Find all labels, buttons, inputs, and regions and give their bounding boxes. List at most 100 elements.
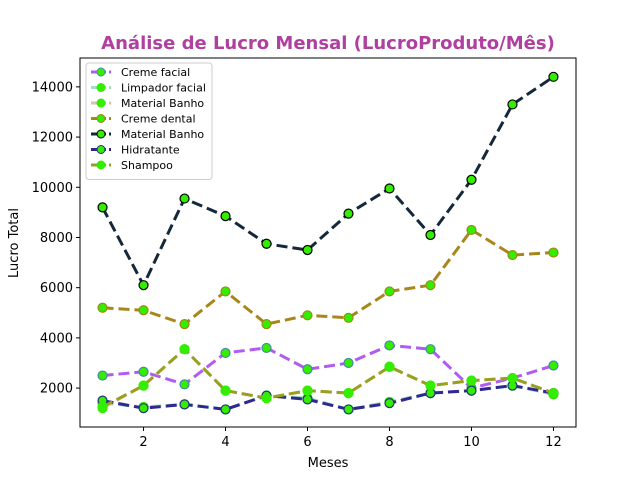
data-point (302, 244, 313, 256)
data-point (97, 202, 108, 213)
data-point (466, 224, 477, 236)
y-tick-label: 12000 (32, 131, 73, 146)
data-point (179, 379, 190, 390)
data-point (343, 404, 354, 415)
data-point (138, 366, 149, 377)
series-7 (97, 344, 559, 413)
data-point (302, 394, 313, 405)
y-tick-label: 10000 (32, 181, 73, 196)
legend-entry: Limpador facial (91, 82, 206, 95)
x-tick-label: 12 (545, 435, 562, 450)
x-tick-label: 4 (221, 435, 229, 450)
data-point (97, 401, 108, 413)
data-point (384, 183, 395, 194)
y-axis-label: Lucro Total (7, 208, 22, 278)
data-point (179, 344, 190, 355)
data-point (466, 174, 477, 185)
data-point (343, 357, 354, 369)
plot-frame (79, 57, 577, 428)
y-tick-label: 4000 (40, 331, 73, 346)
series-line (102, 228, 554, 326)
data-point (220, 211, 231, 222)
data-point (548, 360, 559, 371)
data-point (138, 305, 149, 316)
data-point (343, 208, 354, 219)
data-point (384, 340, 395, 351)
legend-entry: Material Banho (91, 97, 204, 110)
legend: Creme facial Limpador facial Material Banh… (85, 62, 213, 180)
data-point (220, 404, 231, 415)
data-point (343, 388, 354, 399)
legend-marker (96, 145, 106, 154)
data-point (548, 71, 559, 82)
y-tick-label: 8000 (40, 231, 73, 246)
y-tick-label: 14000 (32, 80, 73, 95)
data-point (466, 385, 477, 396)
data-point (138, 380, 149, 391)
legend-label: Creme facial (121, 66, 190, 79)
legend-entry: Creme facial (91, 66, 190, 79)
data-point (97, 370, 108, 381)
legend-marker (96, 160, 106, 170)
series-5 (97, 71, 559, 291)
x-tick-label: 6 (303, 435, 311, 450)
legend-box (85, 62, 213, 180)
data-point (425, 229, 436, 241)
legend-marker (96, 129, 106, 139)
series-line (102, 343, 554, 390)
data-point (97, 302, 108, 313)
data-point (138, 280, 149, 291)
y-axis: 2000 4000 6000 8000 10000 12000 14000 (32, 80, 80, 397)
data-point (425, 344, 436, 355)
data-point (261, 342, 272, 354)
data-point (384, 286, 395, 297)
legend-label: Creme dental (121, 113, 196, 126)
data-point (507, 372, 518, 384)
data-point (179, 318, 190, 330)
legend-entry: Shampoo (91, 159, 173, 172)
y-tick-label: 2000 (40, 382, 73, 397)
data-point (507, 249, 518, 261)
data-point (261, 393, 272, 404)
legend-marker (96, 83, 106, 92)
data-point (220, 286, 231, 297)
series-6 (97, 380, 559, 415)
data-point (261, 318, 272, 330)
data-point (548, 247, 559, 258)
data-point (261, 238, 272, 249)
legend-marker (96, 67, 106, 77)
legend-label: Material Banho (121, 97, 204, 110)
legend-entry: Material Banho (91, 128, 204, 141)
data-point (425, 380, 436, 391)
x-axis-label: Meses (308, 456, 349, 471)
data-point (466, 375, 477, 386)
x-axis: 2 4 6 8 10 12 (139, 427, 562, 450)
x-tick-label: 8 (385, 435, 393, 450)
chart-title: Análise de Lucro Mensal (LucroProduto/Mê… (101, 33, 555, 54)
series-group (97, 71, 559, 415)
data-point (179, 399, 190, 410)
data-point (220, 385, 231, 396)
data-point (343, 312, 354, 323)
series-line (101, 75, 555, 287)
data-point (425, 280, 436, 291)
legend-entry: Hidratante (91, 144, 180, 157)
data-point (179, 193, 190, 204)
legend-label: Shampoo (121, 159, 173, 172)
data-point (220, 347, 231, 359)
data-point (507, 99, 518, 110)
x-tick-label: 10 (463, 435, 480, 450)
legend-label: Limpador facial (121, 82, 206, 95)
series-1 (97, 340, 559, 394)
data-point (302, 364, 313, 375)
legend-entry: Creme dental (91, 113, 196, 126)
x-tick-label: 2 (139, 435, 147, 450)
legend-marker (96, 114, 106, 123)
series-line (102, 384, 554, 411)
data-point (302, 310, 313, 321)
series-2 (97, 380, 559, 415)
data-point (548, 388, 559, 399)
legend-marker (96, 98, 106, 108)
legend-label: Material Banho (121, 128, 204, 141)
